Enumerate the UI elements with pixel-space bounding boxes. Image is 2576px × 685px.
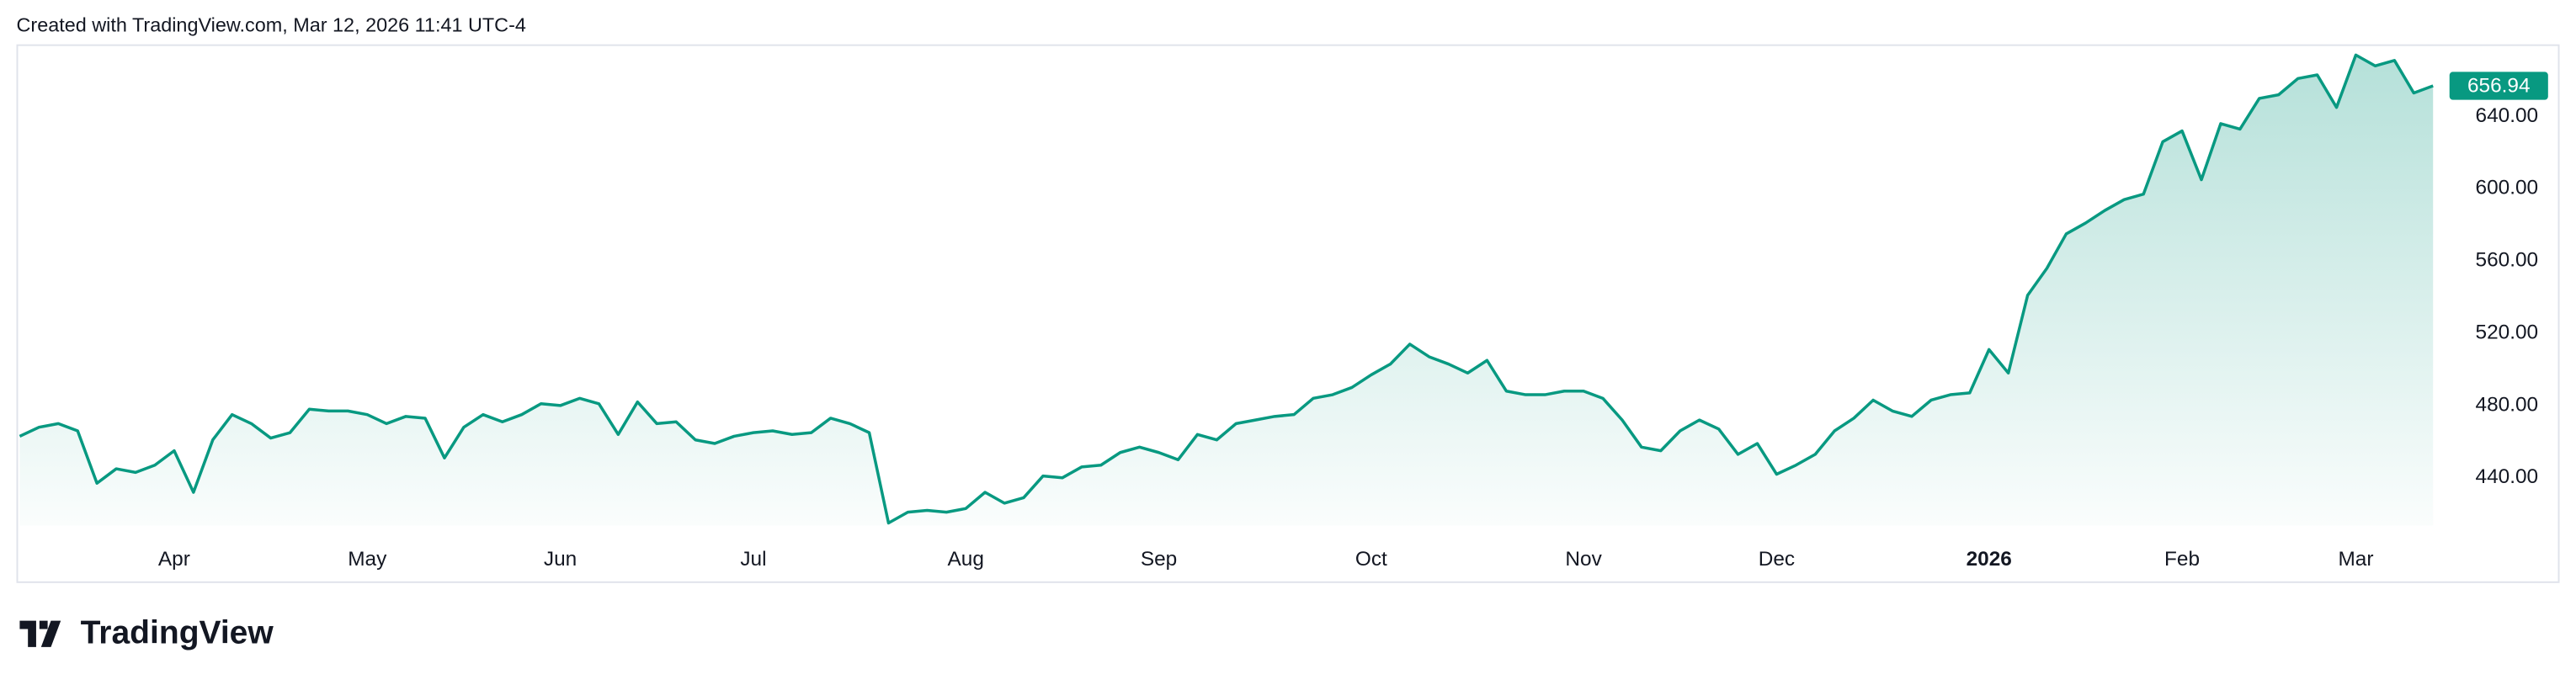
- last-price-label: 656.94: [2467, 74, 2531, 97]
- x-tick-label: Jul: [740, 548, 766, 571]
- y-tick-label: 520.00: [2476, 321, 2539, 343]
- header-text: Created with TradingView.com, Mar 12, 20…: [17, 13, 526, 35]
- last-price-tag: [2449, 72, 2548, 100]
- y-tick-label: 480.00: [2476, 393, 2539, 416]
- x-tick-label: Mar: [2338, 548, 2373, 571]
- y-tick-label: 640.00: [2476, 104, 2539, 127]
- logo-icon: [19, 620, 61, 647]
- logo: TradingView: [19, 615, 274, 651]
- x-tick-label: Jun: [544, 548, 577, 571]
- y-tick-label: 560.00: [2476, 249, 2539, 272]
- x-tick-label: Aug: [948, 548, 984, 571]
- y-tick-label: 600.00: [2476, 177, 2539, 199]
- price-line: [19, 53, 2434, 525]
- x-tick-label: Apr: [158, 548, 190, 571]
- logo-text: TradingView: [81, 615, 274, 651]
- y-tick-label: 440.00: [2476, 465, 2539, 488]
- chart-frame: [16, 44, 2560, 583]
- x-tick-label: Sep: [1141, 548, 1177, 571]
- area-fill: [19, 55, 2434, 526]
- x-tick-label: Nov: [1565, 548, 1602, 571]
- x-tick-label: Oct: [1355, 548, 1387, 571]
- x-tick-label: Dec: [1759, 548, 1795, 571]
- x-tick-label: 2026: [1967, 548, 2012, 571]
- x-tick-label: May: [348, 548, 387, 571]
- x-tick-label: Feb: [2164, 548, 2200, 571]
